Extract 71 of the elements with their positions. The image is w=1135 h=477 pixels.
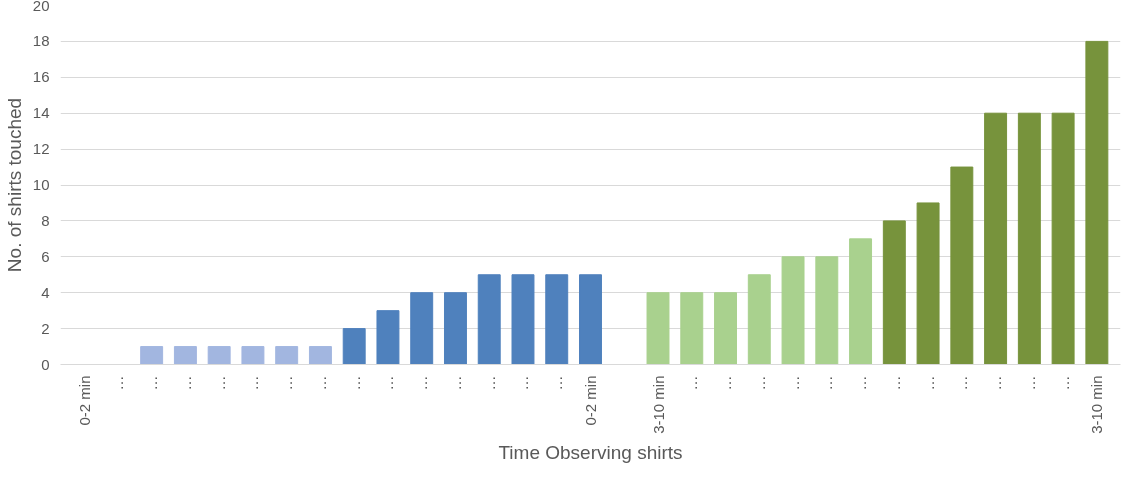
x-tick-label: …: [818, 375, 836, 391]
x-tick-label: …: [514, 375, 532, 391]
y-tick-label: 10: [32, 176, 50, 193]
x-tick-label: …: [143, 375, 161, 391]
bar: [984, 112, 1008, 365]
x-tick-label: …: [413, 375, 431, 391]
bar: [714, 292, 737, 365]
bar: [579, 274, 602, 365]
x-tick-label: …: [1020, 375, 1038, 391]
bar: [308, 346, 332, 365]
bar: [646, 292, 670, 365]
bar: [173, 346, 197, 365]
x-tick-label: …: [953, 375, 971, 391]
x-tick-label: …: [548, 375, 566, 391]
x-tick-label: …: [750, 375, 768, 391]
x-tick-label: …: [852, 375, 870, 391]
x-tick-label: …: [109, 375, 127, 391]
bar: [342, 328, 366, 365]
bar: [376, 310, 400, 365]
bar: [207, 346, 231, 365]
bar: [950, 166, 974, 365]
bar: [680, 292, 704, 365]
y-tick-label: 18: [32, 32, 50, 50]
y-tick-label: 20: [32, 0, 50, 14]
x-tick-label: …: [176, 375, 194, 391]
x-tick-label: …: [987, 375, 1005, 391]
bar: [1051, 112, 1075, 365]
bar: [815, 256, 839, 365]
x-tick-label: …: [480, 375, 498, 391]
bar: [849, 238, 873, 365]
x-tick-label: …: [717, 375, 735, 391]
y-tick-label: 16: [32, 68, 50, 86]
x-tick-label: …: [885, 375, 903, 391]
y-tick-label: 0: [41, 355, 50, 373]
x-tick-label: …: [210, 375, 228, 391]
x-tick-label: …: [244, 375, 262, 391]
bar: [747, 274, 771, 365]
x-tick-label: …: [446, 375, 464, 391]
y-tick-label: 4: [41, 283, 50, 301]
x-tick-label: …: [345, 375, 363, 391]
bar: [444, 292, 467, 365]
x-tick-label: …: [919, 375, 937, 391]
bar: [511, 274, 535, 365]
bar: [275, 346, 299, 365]
bar: [241, 346, 265, 365]
x-axis-title: Time Observing shirts: [498, 441, 683, 463]
x-tick-label: …: [278, 375, 296, 391]
x-tick-label: 0-2 min: [582, 375, 599, 426]
bar: [140, 346, 164, 365]
bar: [1017, 112, 1041, 365]
bar: [410, 292, 434, 365]
x-tick-label: 3-10 min: [649, 375, 667, 434]
bar: [781, 256, 805, 365]
y-tick-label: 12: [32, 140, 50, 158]
y-axis-title: No. of shirts touched: [3, 97, 25, 273]
bar: [916, 202, 940, 365]
bar: [477, 274, 501, 365]
x-tick-label: 0-2 min: [75, 375, 93, 426]
bar: [545, 274, 569, 365]
y-tick-label: 14: [32, 104, 50, 122]
x-tick-label: …: [311, 375, 329, 391]
x-tick-label: …: [1054, 375, 1072, 391]
x-tick-label: 3-10 min: [1088, 375, 1106, 434]
y-tick-label: 8: [41, 211, 50, 229]
x-tick-label: …: [784, 375, 802, 391]
x-tick-label: …: [683, 375, 701, 391]
y-tick-label: 6: [41, 247, 50, 265]
x-tick-label: …: [379, 375, 397, 391]
bar: [1085, 40, 1109, 365]
bar: [882, 220, 906, 365]
y-tick-label: 2: [41, 319, 50, 337]
